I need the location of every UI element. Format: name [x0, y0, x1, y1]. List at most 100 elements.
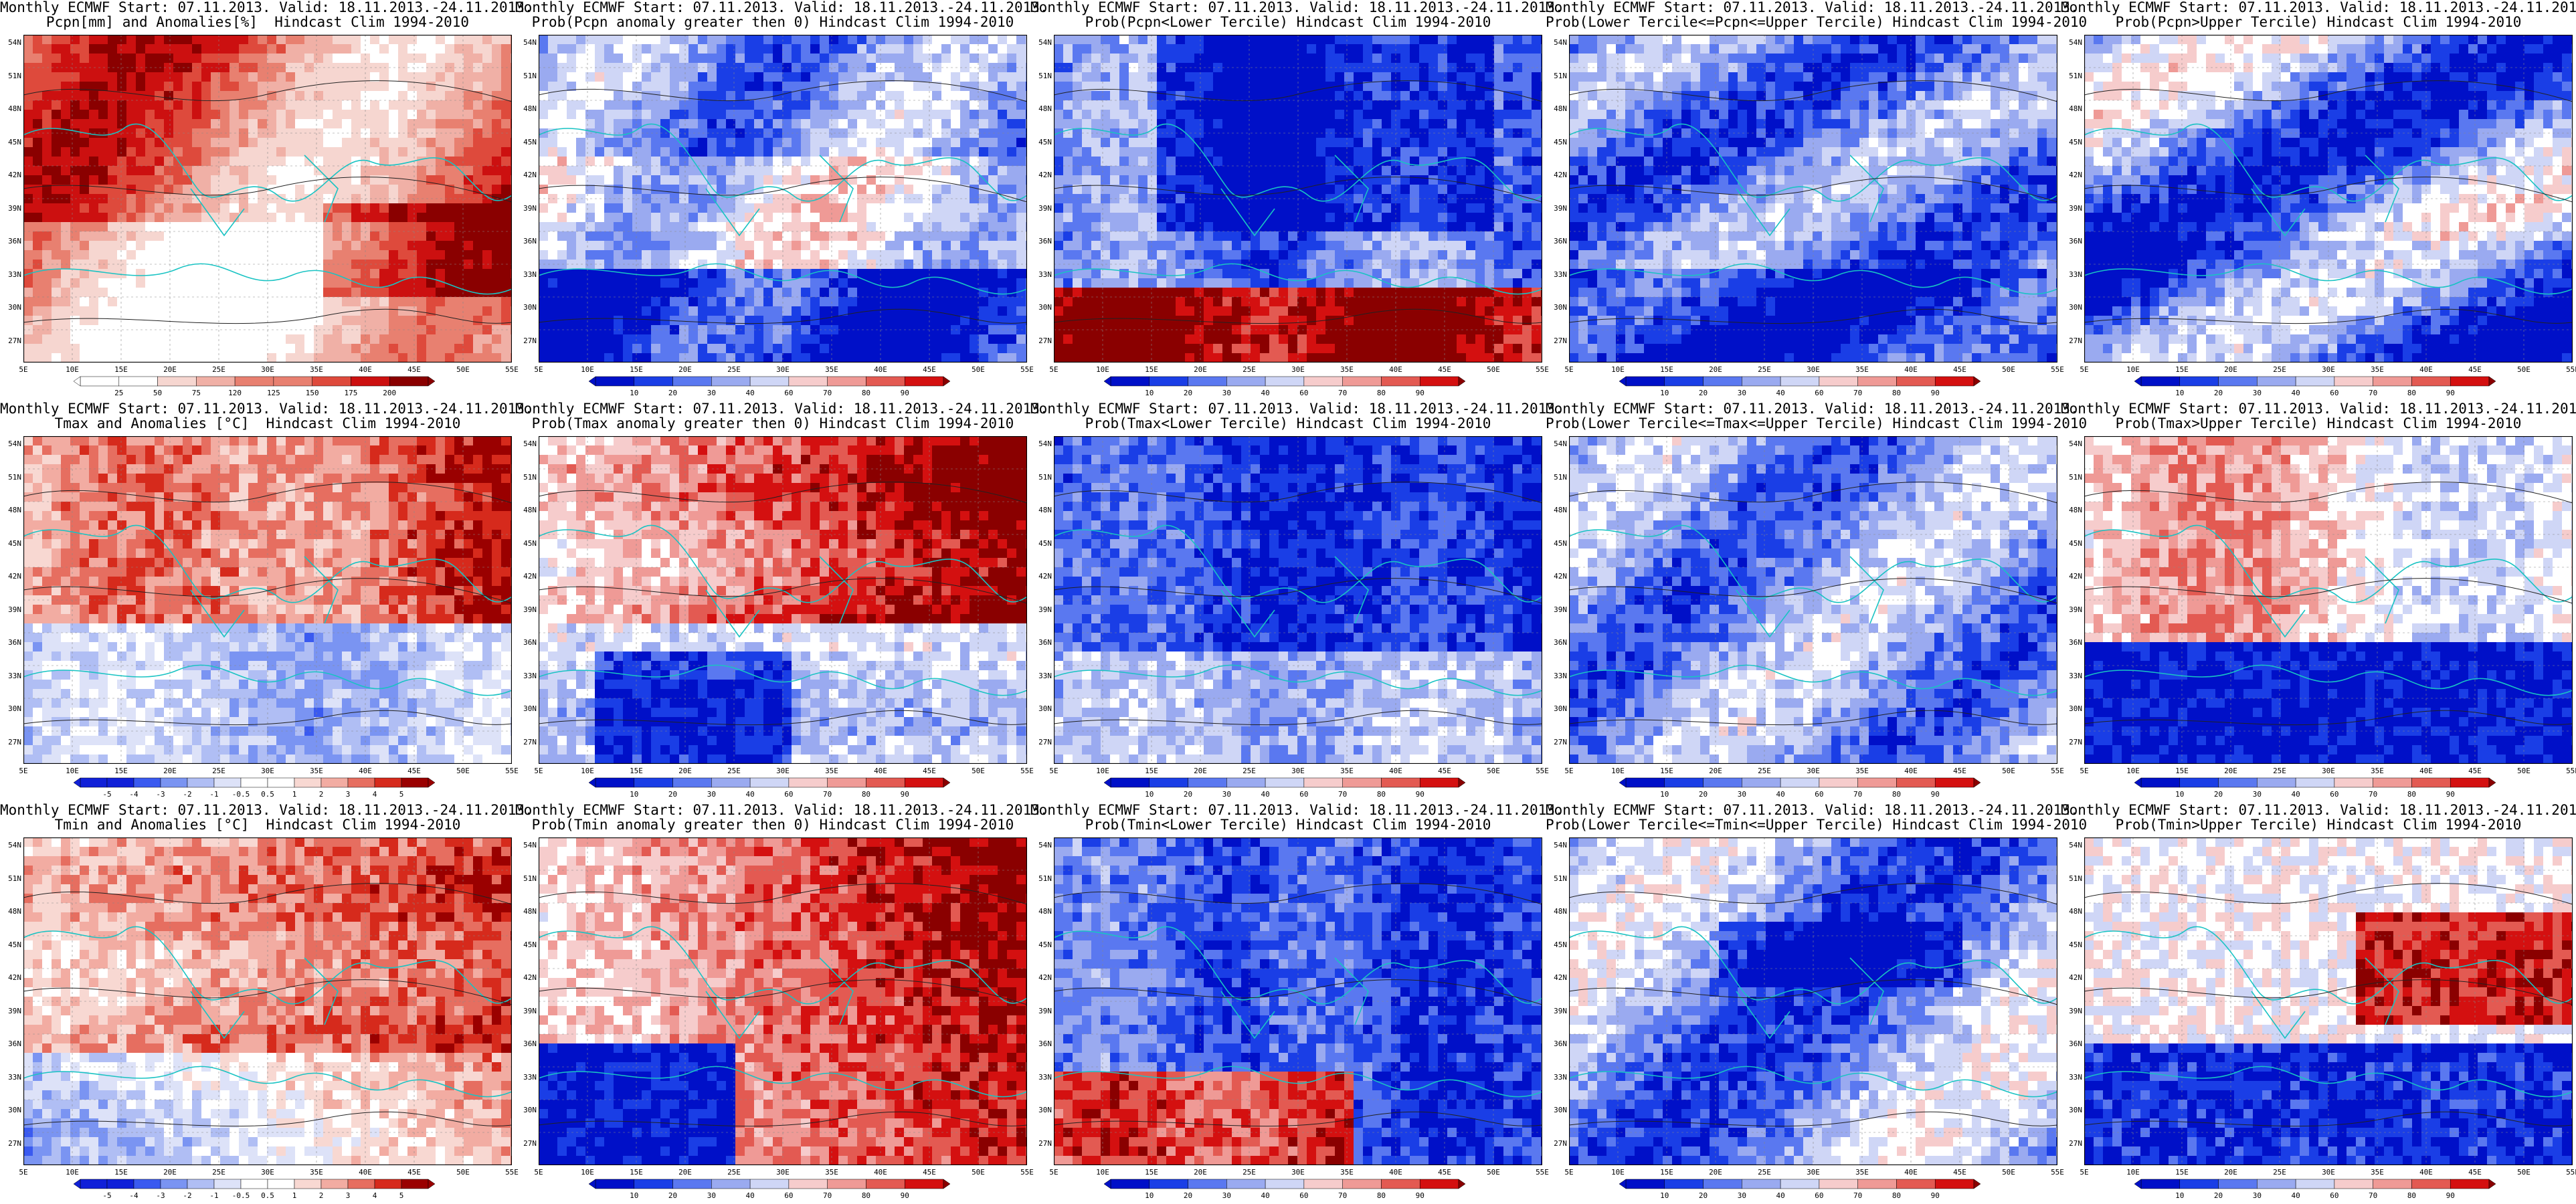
- colorbar-label: 90: [1922, 1192, 1948, 1200]
- lon-tick-label: 5E: [525, 366, 552, 374]
- colorbar-label: 30: [1728, 791, 1755, 799]
- colorbar-label: 60: [775, 791, 802, 799]
- lat-tick-label: 54N: [1550, 440, 1567, 448]
- lat-tick-label: 30N: [1550, 1106, 1567, 1114]
- colorbar-label: 30: [2243, 389, 2270, 397]
- lon-tick-label: 50E: [1995, 1169, 2022, 1177]
- lat-tick-label: 45N: [2065, 138, 2082, 146]
- colorbar-label: 1: [281, 791, 308, 799]
- lat-tick-label: 27N: [1034, 738, 1052, 746]
- colorbar-label: 60: [775, 389, 802, 397]
- lon-tick-label: 55E: [1529, 366, 1556, 374]
- lon-tick-label: 15E: [2169, 366, 2195, 374]
- panel-title-line2: Pcpn[mm] and Anomalies[%] Hindcast Clim …: [0, 15, 515, 29]
- lat-tick-label: 36N: [2065, 639, 2082, 647]
- lon-tick-label: 15E: [1138, 366, 1165, 374]
- lat-tick-label: 42N: [519, 974, 537, 982]
- lat-tick-label: 27N: [1550, 738, 1567, 746]
- lat-tick-label: 36N: [4, 1040, 21, 1048]
- colorbar-label: 60: [1291, 1192, 1317, 1200]
- colorbar-label: 40: [737, 1192, 763, 1200]
- colorbar-label: 20: [2205, 389, 2232, 397]
- colorbar-label: 80: [852, 389, 879, 397]
- lon-tick-label: 20E: [672, 366, 699, 374]
- colorbar-label: -5: [94, 1192, 120, 1200]
- colorbar-label: 60: [775, 1192, 802, 1200]
- precip-prob-lower-tercile-panel: Monthly ECMWF Start: 07.11.2013. Valid: …: [1030, 0, 1564, 401]
- lat-tick-label: 36N: [519, 639, 537, 647]
- forecast-map: [2084, 436, 2573, 764]
- lat-tick-label: 54N: [4, 841, 21, 849]
- colorbar-label: 40: [1767, 389, 1794, 397]
- lat-tick-label: 42N: [519, 573, 537, 581]
- lon-tick-label: 10E: [1089, 366, 1116, 374]
- lat-tick-label: 39N: [1034, 204, 1052, 213]
- colorbar-label: 75: [183, 389, 209, 397]
- colorbar-label: 90: [2437, 389, 2464, 397]
- lat-tick-label: 33N: [4, 1073, 21, 1082]
- panel-title-line2: Prob(Pcpn anomaly greater then 0) Hindca…: [515, 15, 1030, 29]
- lon-tick-label: 10E: [2120, 1169, 2146, 1177]
- colorbar: [589, 1179, 950, 1189]
- lon-tick-label: 25E: [721, 767, 747, 775]
- lon-tick-label: 10E: [1089, 767, 1116, 775]
- lat-tick-label: 39N: [1550, 1007, 1567, 1015]
- lon-tick-label: 20E: [1187, 366, 1214, 374]
- forecast-map: [539, 436, 1027, 764]
- panel-title-line2: Prob(Lower Tercile<=Tmax<=Upper Tercile)…: [1546, 416, 2087, 431]
- colorbar-label: 20: [2205, 1192, 2232, 1200]
- panel-title-line2: Prob(Tmin<Lower Tercile) Hindcast Clim 1…: [1030, 817, 1546, 832]
- precip-prob-upper-tercile-panel: Monthly ECMWF Start: 07.11.2013. Valid: …: [2061, 0, 2576, 401]
- lat-tick-label: 39N: [2065, 1007, 2082, 1015]
- colorbar-label: 10: [1136, 389, 1163, 397]
- colorbar-label: 90: [891, 389, 918, 397]
- colorbar-label: 1: [281, 1192, 308, 1200]
- lon-tick-label: 35E: [1849, 366, 1875, 374]
- lon-tick-label: 5E: [2071, 767, 2098, 775]
- lat-tick-label: 27N: [1034, 336, 1052, 345]
- colorbar-label: 70: [814, 389, 841, 397]
- lon-tick-label: 50E: [1480, 767, 1507, 775]
- lon-tick-label: 5E: [10, 366, 37, 374]
- lon-tick-label: 55E: [498, 1169, 525, 1177]
- lat-tick-label: 36N: [519, 1040, 537, 1048]
- colorbar-label: 70: [1329, 389, 1356, 397]
- colorbar-label: 30: [698, 1192, 725, 1200]
- colorbar-label: 10: [1136, 791, 1163, 799]
- colorbar-label: 90: [1406, 389, 1433, 397]
- lon-tick-label: 30E: [1800, 1169, 1827, 1177]
- lon-tick-label: 50E: [1480, 1169, 1507, 1177]
- colorbar-label: 10: [621, 389, 648, 397]
- lat-tick-label: 54N: [2065, 841, 2082, 849]
- lon-tick-label: 35E: [2364, 1169, 2391, 1177]
- colorbar: [589, 376, 950, 387]
- lat-tick-label: 33N: [1034, 672, 1052, 680]
- lat-tick-label: 51N: [4, 473, 21, 482]
- lat-tick-label: 54N: [1550, 39, 1567, 47]
- colorbar-label: 60: [2321, 1192, 2348, 1200]
- colorbar-label: 60: [1806, 389, 1833, 397]
- lon-tick-label: 25E: [721, 366, 747, 374]
- lat-tick-label: 48N: [4, 506, 21, 514]
- colorbar-label: 20: [660, 791, 686, 799]
- lon-tick-label: 20E: [157, 767, 183, 775]
- lat-tick-label: 45N: [1034, 940, 1052, 949]
- lon-tick-label: 20E: [1702, 366, 1729, 374]
- lat-tick-label: 45N: [1550, 940, 1567, 949]
- lon-tick-label: 50E: [2510, 767, 2537, 775]
- forecast-map: [1054, 35, 1542, 363]
- lon-tick-label: 55E: [2044, 767, 2071, 775]
- lon-tick-label: 5E: [1556, 366, 1582, 374]
- panel-title-line1: Monthly ECMWF Start: 07.11.2013. Valid: …: [0, 401, 533, 416]
- lat-tick-label: 33N: [519, 1073, 537, 1082]
- lon-tick-label: 40E: [1382, 1169, 1409, 1177]
- lat-tick-label: 39N: [1550, 605, 1567, 614]
- forecast-map: [1569, 35, 2057, 363]
- colorbar-label: 5: [388, 1192, 415, 1200]
- colorbar-label: 150: [299, 389, 326, 397]
- panel-title-line2: Prob(Tmin>Upper Tercile) Hindcast Clim 1…: [2061, 817, 2576, 832]
- colorbar: [74, 376, 435, 387]
- forecast-map: [2084, 837, 2573, 1165]
- colorbar-label: 30: [698, 389, 725, 397]
- colorbar-label: 60: [2321, 791, 2348, 799]
